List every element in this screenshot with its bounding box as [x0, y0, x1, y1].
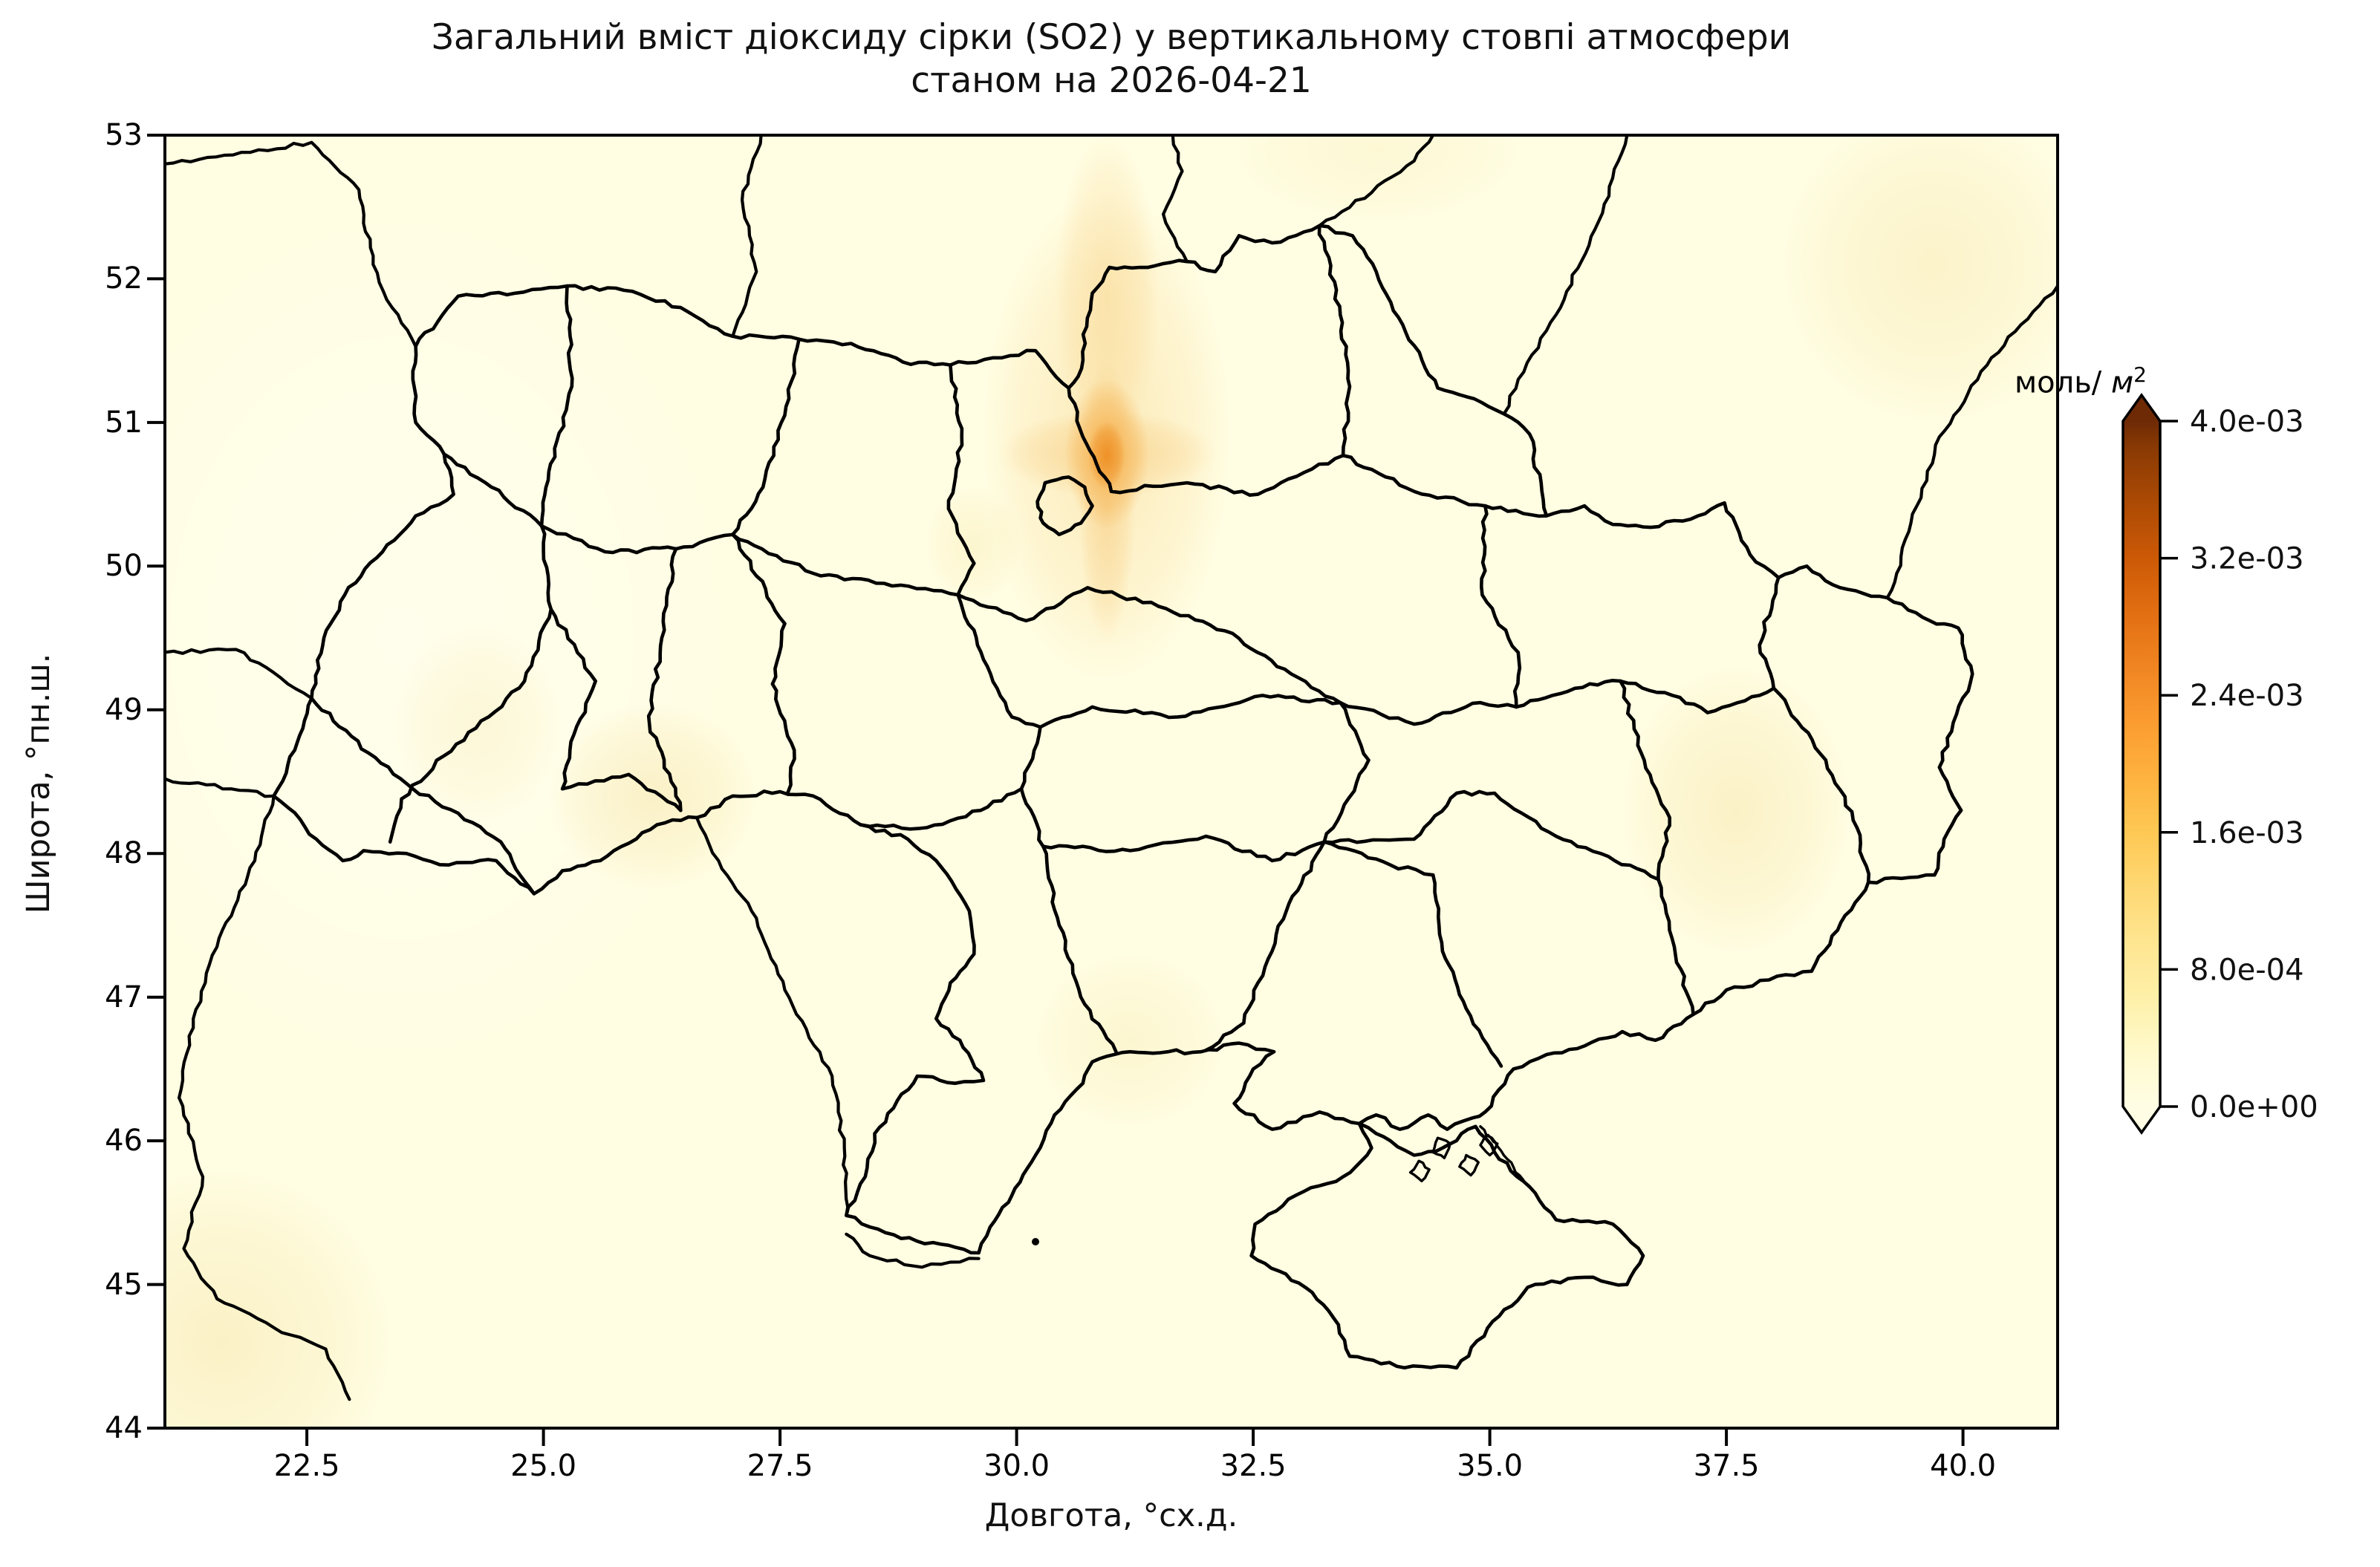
x-tick-label: 25.0: [510, 1449, 577, 1483]
title-line-1: Загальний вміст діоксиду сірки (SO2) у в…: [431, 17, 1792, 58]
y-tick-label: 48: [105, 836, 143, 871]
page-title: Загальний вміст діоксиду сірки (SO2) у в…: [165, 16, 2058, 102]
y-tick-label: 45: [105, 1267, 143, 1302]
y-axis-label: Широта, °пн.ш.: [20, 653, 57, 914]
x-tick-label: 30.0: [983, 1449, 1050, 1483]
y-tick-label: 50: [105, 549, 143, 584]
x-tick-label: 32.5: [1220, 1449, 1287, 1483]
colorbar-unit-superscript: 2: [2133, 362, 2147, 387]
colorbar-tick-label: 4.0e-03: [2190, 405, 2304, 439]
y-tick-label: 53: [105, 118, 143, 152]
x-axis-label: Довгота, °сх.д.: [984, 1497, 1238, 1534]
y-tick-label: 44: [105, 1411, 143, 1445]
colorbar-unit-label: моль/ м2: [2015, 362, 2147, 400]
colorbar-tick-label: 2.4e-03: [2190, 679, 2304, 713]
colorbar-tick-label: 1.6e-03: [2190, 816, 2304, 850]
x-tick-label: 40.0: [1930, 1449, 1997, 1483]
y-tick-label: 47: [105, 980, 143, 1014]
map-plot-area: .b{fill:none;stroke:#000;stroke-width:4.…: [147, 134, 2059, 1446]
colorbar-tick-label: 8.0e-04: [2190, 953, 2304, 987]
colorbar-unit-symbol: м: [2110, 365, 2134, 400]
y-tick-label: 52: [105, 261, 143, 296]
x-tick-label: 35.0: [1457, 1449, 1524, 1483]
colorbar-tick-label: 3.2e-03: [2190, 542, 2304, 576]
colorbar: 4.0e-03 3.2e-03 2.4e-03 1.6e-03 8.0e-04 0.0e+…: [2121, 392, 2318, 1136]
x-tick-label: 37.5: [1693, 1449, 1760, 1483]
x-tick-label: 22.5: [273, 1449, 340, 1483]
colorbar-tick-label: 0.0e+00: [2190, 1090, 2318, 1124]
x-tick-label: 27.5: [747, 1449, 813, 1483]
colorbar-unit-prefix: моль/: [2015, 365, 2111, 400]
y-tick-label: 51: [105, 405, 143, 440]
title-line-2: станом на 2026-04-21: [911, 60, 1312, 101]
y-tick-label: 46: [105, 1124, 143, 1159]
y-tick-label: 49: [105, 692, 143, 727]
